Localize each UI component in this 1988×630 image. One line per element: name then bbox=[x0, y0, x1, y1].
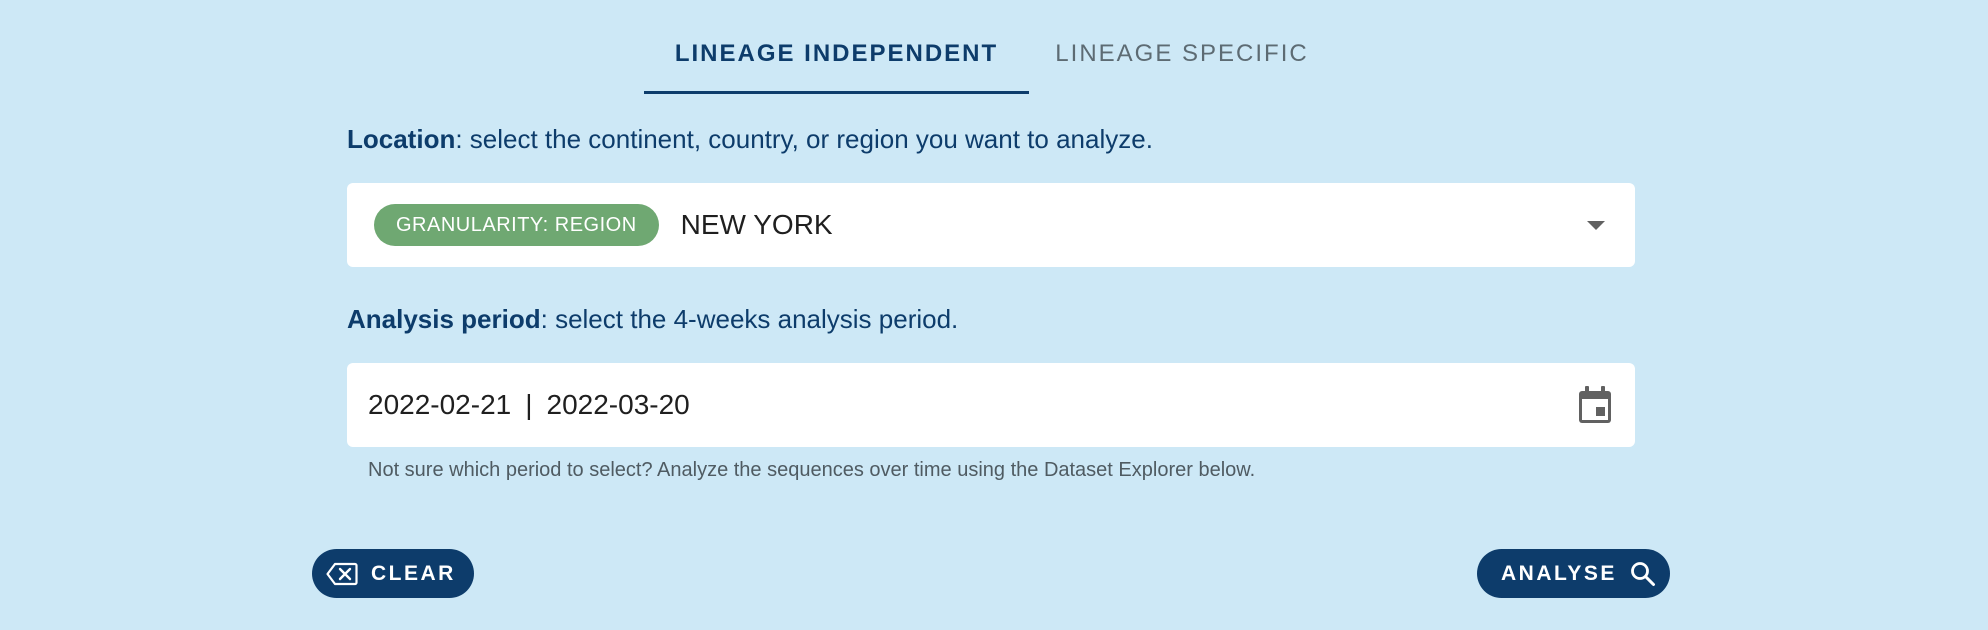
calendar-icon[interactable] bbox=[1577, 385, 1613, 425]
location-label-bold: Location bbox=[347, 124, 456, 154]
clear-button[interactable]: CLEAR bbox=[312, 549, 474, 598]
date-range-text: 2022-02-21 | 2022-03-20 bbox=[368, 389, 690, 421]
end-date: 2022-03-20 bbox=[546, 389, 690, 420]
analyse-button[interactable]: ANALYSE bbox=[1477, 549, 1670, 598]
location-value: NEW YORK bbox=[680, 209, 833, 240]
granularity-chip: GRANULARITY: REGION bbox=[374, 204, 659, 246]
clear-label: CLEAR bbox=[371, 561, 456, 585]
analyse-label: ANALYSE bbox=[1501, 561, 1617, 585]
start-date: 2022-02-21 bbox=[368, 389, 512, 420]
location-label-text: : select the continent, country, or regi… bbox=[455, 124, 1153, 154]
tab-bar: LINEAGE INDEPENDENT LINEAGE SPECIFIC bbox=[644, 28, 1335, 94]
date-range-input[interactable]: 2022-02-21 | 2022-03-20 bbox=[347, 363, 1635, 447]
caret-down-icon[interactable] bbox=[1587, 221, 1605, 230]
location-select[interactable]: GRANULARITY: REGION NEW YORK bbox=[347, 183, 1635, 267]
period-hint: Not sure which period to select? Analyze… bbox=[368, 459, 1256, 481]
tab-lineage-independent[interactable]: LINEAGE INDEPENDENT bbox=[644, 28, 1029, 94]
date-separator: | bbox=[525, 389, 533, 420]
period-label-bold: Analysis period bbox=[347, 304, 541, 334]
location-label: Location: select the continent, country,… bbox=[347, 124, 1153, 155]
backspace-icon bbox=[326, 562, 358, 585]
period-label-text: : select the 4-weeks analysis period. bbox=[540, 304, 959, 334]
search-icon bbox=[1631, 561, 1655, 586]
tab-lineage-specific[interactable]: LINEAGE SPECIFIC bbox=[1055, 40, 1309, 67]
period-label: Analysis period: select the 4-weeks anal… bbox=[347, 304, 958, 335]
